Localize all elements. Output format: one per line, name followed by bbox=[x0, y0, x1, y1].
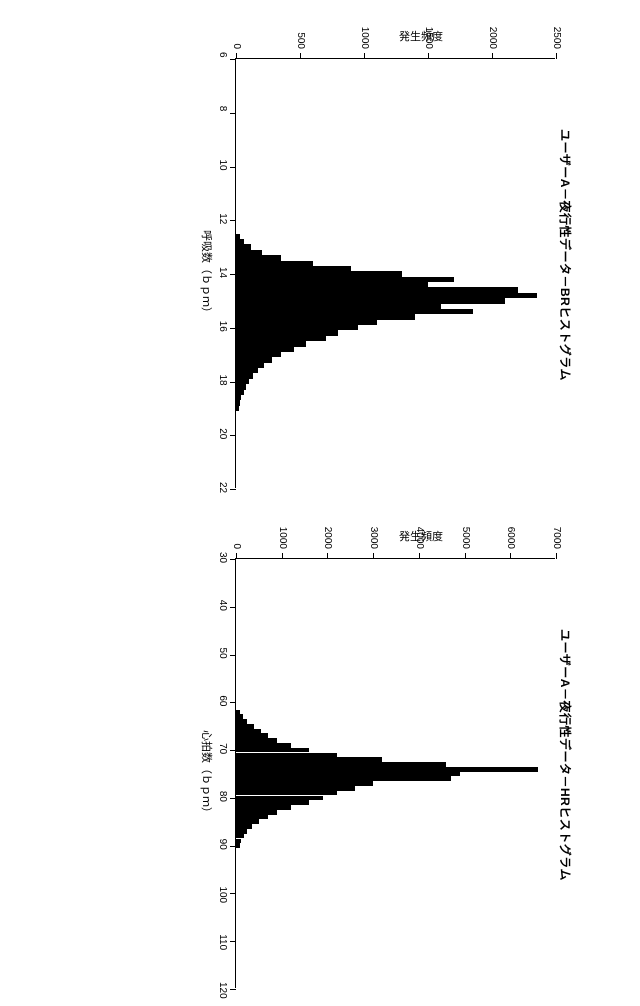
y-tick: 3000 bbox=[373, 553, 374, 559]
x-tick-label: 30 bbox=[217, 552, 228, 563]
x-tick: 100 bbox=[230, 893, 236, 894]
br-x-axis-label: 呼吸数（ｂｐｍ） bbox=[199, 58, 215, 490]
y-tick: 0 bbox=[236, 553, 237, 559]
x-tick: 30 bbox=[230, 559, 236, 560]
x-tick: 20 bbox=[230, 435, 236, 436]
x-tick: 22 bbox=[230, 489, 236, 490]
hr-chart-title: ユーザーA－夜行性データ－HRヒストグラム bbox=[557, 520, 574, 990]
y-tick: 1000 bbox=[282, 553, 283, 559]
x-tick-label: 80 bbox=[217, 791, 228, 802]
y-tick: 2000 bbox=[327, 553, 328, 559]
x-tick-label: 12 bbox=[217, 213, 228, 224]
y-tick-label: 1000 bbox=[359, 27, 370, 49]
x-tick: 120 bbox=[230, 989, 236, 990]
y-tick: 0 bbox=[236, 53, 237, 59]
x-tick-label: 60 bbox=[217, 695, 228, 706]
y-tick-label: 2500 bbox=[551, 27, 562, 49]
y-tick: 500 bbox=[300, 53, 301, 59]
x-tick-label: 8 bbox=[217, 106, 228, 112]
x-tick-label: 100 bbox=[217, 886, 228, 903]
x-tick-label: 120 bbox=[217, 982, 228, 999]
y-tick-label: 0 bbox=[231, 543, 242, 549]
x-tick-label: 20 bbox=[217, 428, 228, 439]
br-plot-wrap: 050010001500200025006810121416182022 発生頻… bbox=[199, 58, 555, 490]
br-chart-title: ユーザーA－夜行性データ－BRヒストグラム bbox=[557, 20, 574, 490]
x-tick: 40 bbox=[230, 607, 236, 608]
y-tick: 4000 bbox=[419, 553, 420, 559]
br-y-axis-label: 発生頻度 bbox=[399, 28, 443, 44]
hr-x-axis-label: 心拍数（ｂｐｍ） bbox=[199, 558, 215, 990]
x-tick-label: 14 bbox=[217, 267, 228, 278]
y-tick-label: 6000 bbox=[505, 527, 516, 549]
x-tick: 110 bbox=[230, 941, 236, 942]
y-tick-label: 500 bbox=[295, 32, 306, 49]
x-tick-label: 18 bbox=[217, 375, 228, 386]
y-tick: 2500 bbox=[556, 53, 557, 59]
x-tick-label: 10 bbox=[217, 160, 228, 171]
br-histogram-panel: ユーザーA－夜行性データ－BRヒストグラム 050010001500200025… bbox=[40, 20, 580, 490]
x-tick: 60 bbox=[230, 702, 236, 703]
hr-plot-area: 0100020003000400050006000700030405060708… bbox=[235, 558, 555, 988]
x-tick-label: 22 bbox=[217, 482, 228, 493]
histogram-bar bbox=[236, 843, 240, 848]
x-tick-label: 90 bbox=[217, 839, 228, 850]
x-tick: 8 bbox=[230, 113, 236, 114]
x-tick: 10 bbox=[230, 167, 236, 168]
hr-y-axis-label: 発生頻度 bbox=[399, 528, 443, 544]
page: ユーザーA－夜行性データ－BRヒストグラム 050010001500200025… bbox=[0, 0, 640, 1006]
y-tick-label: 7000 bbox=[551, 527, 562, 549]
y-tick: 6000 bbox=[510, 553, 511, 559]
y-tick-label: 3000 bbox=[368, 527, 379, 549]
y-tick: 1000 bbox=[364, 53, 365, 59]
hr-plot-wrap: 0100020003000400050006000700030405060708… bbox=[199, 558, 555, 990]
histogram-bar bbox=[236, 406, 239, 411]
y-tick: 7000 bbox=[556, 553, 557, 559]
x-tick-label: 50 bbox=[217, 648, 228, 659]
br-plot-area: 050010001500200025006810121416182022 bbox=[235, 58, 555, 488]
x-tick: 6 bbox=[230, 59, 236, 60]
x-tick-label: 6 bbox=[217, 52, 228, 58]
x-tick: 12 bbox=[230, 220, 236, 221]
y-tick-label: 0 bbox=[231, 43, 242, 49]
x-tick-label: 70 bbox=[217, 743, 228, 754]
y-tick: 2000 bbox=[492, 53, 493, 59]
x-tick-label: 110 bbox=[217, 934, 228, 950]
y-tick-label: 2000 bbox=[322, 527, 333, 549]
x-tick-label: 40 bbox=[217, 600, 228, 611]
x-tick: 50 bbox=[230, 655, 236, 656]
hr-histogram-panel: ユーザーA－夜行性データ－HRヒストグラム 010002000300040005… bbox=[40, 520, 580, 990]
x-tick-label: 16 bbox=[217, 321, 228, 332]
y-tick: 5000 bbox=[465, 553, 466, 559]
y-tick-label: 2000 bbox=[487, 27, 498, 49]
y-tick-label: 5000 bbox=[460, 527, 471, 549]
y-tick: 1500 bbox=[428, 53, 429, 59]
y-tick-label: 1000 bbox=[277, 527, 288, 549]
